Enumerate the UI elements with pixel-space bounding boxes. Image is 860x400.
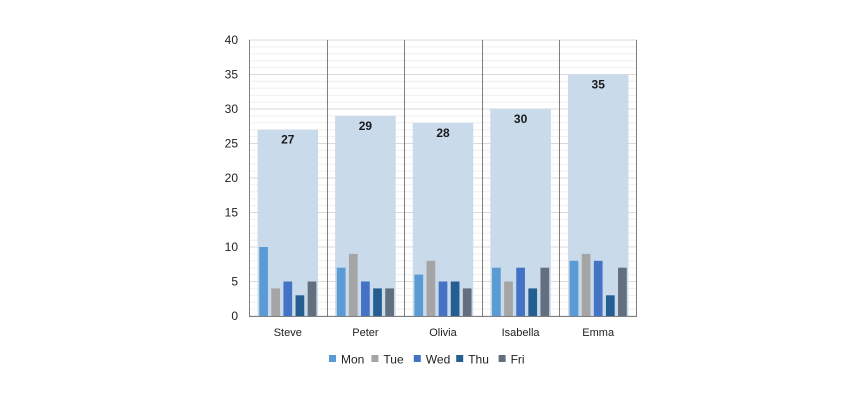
y-tick-label: 30 [225,102,239,116]
total-data-label: 28 [436,126,450,140]
y-tick-label: 20 [225,171,239,185]
legend-label-thu: Thu [468,353,489,367]
bar-thu [605,295,615,316]
bar-fri [307,281,317,316]
bar-thu [295,295,305,316]
axes [249,40,637,317]
bar-tue [348,253,358,316]
x-tick-label: Emma [582,327,615,339]
total-data-label: 35 [592,78,606,92]
legend-label-mon: Mon [341,353,364,367]
bar-mon [336,267,346,316]
bar-fri [462,288,472,316]
bar-mon [492,267,501,316]
bar-tue [271,288,281,316]
bar-mon [414,274,424,316]
bar-wed [438,281,448,316]
bar-tue [504,281,513,316]
y-tick-label: 35 [225,68,239,82]
legend-swatch-tue [371,355,379,362]
x-tick-label: Isabella [502,327,541,339]
bar-mon [569,260,579,316]
legend-label-wed: Wed [426,353,450,367]
x-tick-label: Olivia [429,327,457,339]
total-data-label: 27 [281,133,295,147]
y-tick-label: 25 [225,137,239,151]
bar-wed [283,281,293,316]
y-tick-label: 5 [231,275,238,289]
legend-swatch-wed [413,355,421,362]
legend-label-fri: Fri [511,353,525,367]
bar-thu [528,288,538,316]
category-separators [327,40,560,316]
legend-swatch-mon [329,355,336,362]
bar-thu [450,281,460,316]
legend-swatch-fri [498,355,506,362]
bar-fri [618,267,627,316]
x-tick-label: Steve [274,327,302,339]
y-tick-label: 15 [225,206,239,220]
series-bars [259,247,627,316]
bar-wed [361,281,370,316]
bar-fri [385,288,394,316]
bar-mon [259,247,268,316]
legend-label-tue: Tue [383,353,404,367]
bar-tue [581,253,591,316]
total-data-label: 29 [359,119,373,133]
y-tick-label: 0 [231,309,238,323]
x-tick-label: Peter [352,327,379,339]
legend: Mon Tue Wed Thu Fri [329,353,525,367]
bar-wed [516,267,525,316]
y-tick-label: 40 [225,33,239,47]
bar-thu [373,288,382,316]
bar-tue [426,260,436,316]
chart-labels: 0 5 10 15 20 25 30 35 40 27 Steve 29 Peter 28 Olivia 30… [225,33,615,339]
bar-wed [593,260,603,316]
total-data-label: 30 [514,112,528,126]
bar-fri [540,267,550,316]
y-tick-label: 10 [225,240,239,254]
legend-swatch-thu [456,355,464,362]
